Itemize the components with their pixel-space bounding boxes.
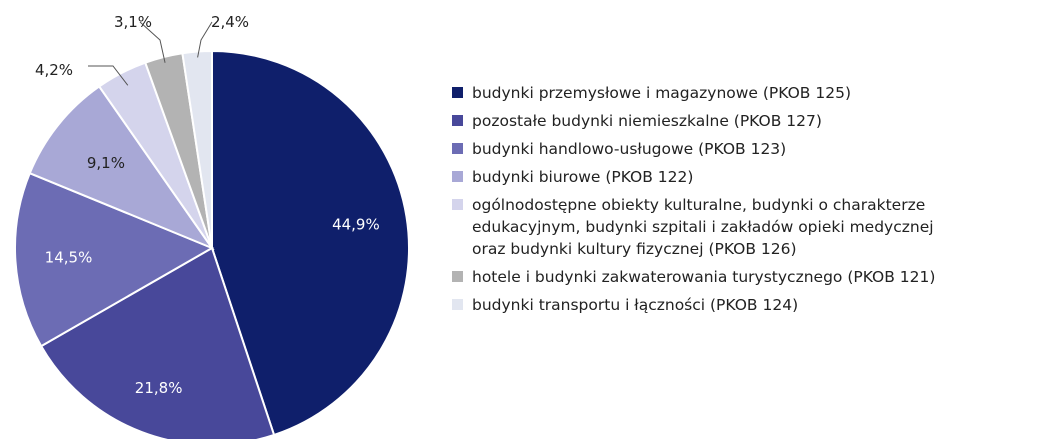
leader-line — [88, 65, 129, 86]
legend-item: ogólnodostępne obiekty kulturalne, budyn… — [452, 194, 1042, 260]
legend-swatch — [452, 271, 463, 282]
slice-value-label: 2,4% — [211, 13, 249, 31]
slice-value-label: 9,1% — [87, 154, 125, 172]
legend-label: budynki handlowo-usługowe (PKOB 123) — [472, 140, 787, 158]
legend-label: pozostałe budynki niemieszkalne (PKOB 12… — [472, 112, 822, 130]
legend-item: budynki handlowo-usługowe (PKOB 123) — [452, 138, 1042, 160]
legend-item: pozostałe budynki niemieszkalne (PKOB 12… — [452, 110, 1042, 132]
slice-value-label: 3,1% — [114, 13, 152, 31]
slice-value-label: 21,8% — [135, 379, 183, 397]
slice-value-label: 4,2% — [35, 61, 73, 79]
legend-label: hotele i budynki zakwaterowania turystyc… — [472, 268, 936, 286]
legend-label: budynki biurowe (PKOB 122) — [472, 168, 694, 186]
legend-label: ogólnodostępne obiekty kulturalne, budyn… — [472, 196, 934, 258]
legend-item: hotele i budynki zakwaterowania turystyc… — [452, 266, 1042, 288]
pie-chart: 44,9% 21,8% 14,5% 9,1% 4,2% 3,1% 2,4% — [14, 13, 410, 439]
legend-swatch — [452, 299, 463, 310]
slice-value-label: 14,5% — [45, 248, 93, 266]
pie-slice — [28, 85, 215, 251]
slice-value-label: 44,9% — [332, 216, 380, 234]
legend-label: budynki przemysłowe i magazynowe (PKOB 1… — [472, 84, 851, 102]
pie-slice — [181, 49, 213, 249]
legend-swatch — [452, 143, 463, 154]
legend-swatch — [452, 199, 463, 210]
legend-swatch — [452, 115, 463, 126]
legend: budynki przemysłowe i magazynowe (PKOB 1… — [452, 82, 1042, 322]
legend-swatch — [452, 87, 463, 98]
legend-item: budynki biurowe (PKOB 122) — [452, 166, 1042, 188]
pie-slice — [211, 49, 410, 437]
leader-line — [139, 21, 166, 63]
leader-line — [197, 21, 213, 58]
legend-item: budynki transportu i łączności (PKOB 124… — [452, 294, 1042, 316]
legend-swatch — [452, 171, 463, 182]
pie-slice — [14, 171, 215, 348]
legend-item: budynki przemysłowe i magazynowe (PKOB 1… — [452, 82, 1042, 104]
pie-slice — [39, 246, 276, 439]
legend-label: budynki transportu i łączności (PKOB 124… — [472, 296, 799, 314]
